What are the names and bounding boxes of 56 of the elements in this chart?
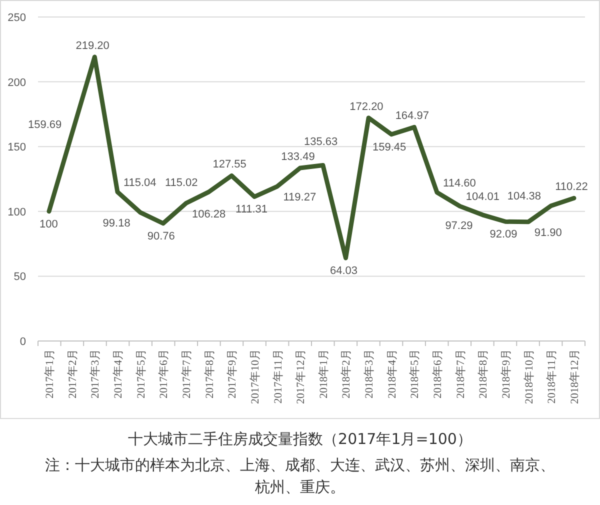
- data-label: 100: [40, 218, 58, 230]
- data-label: 115.02: [164, 176, 198, 189]
- data-label: 219.20: [76, 40, 110, 52]
- x-tick-label: 2018年7月: [454, 349, 467, 398]
- x-tick-label: 2017年4月: [112, 349, 124, 398]
- data-label: 110.22: [555, 181, 588, 194]
- data-label: 104.01: [466, 191, 500, 204]
- data-label: 104.38: [507, 190, 542, 203]
- x-tick-label: 2017年2月: [66, 349, 79, 398]
- y-tick-label: 150: [8, 142, 26, 154]
- x-tick-label: 2017年8月: [204, 349, 216, 398]
- x-tick-label: 2018年10月: [523, 349, 536, 404]
- data-label: 159.45: [372, 141, 406, 154]
- x-tick-label: 2018年4月: [386, 349, 398, 398]
- data-label: 114.60: [443, 177, 476, 190]
- x-tick-label: 2018年2月: [340, 349, 353, 398]
- x-tick-label: 2018年8月: [478, 349, 490, 398]
- data-label: 172.20: [350, 100, 384, 113]
- x-tick-label: 2018年3月: [364, 349, 376, 398]
- y-tick-label: 50: [14, 271, 26, 284]
- data-label: 90.76: [147, 230, 175, 242]
- x-tick-label: 2017年5月: [135, 349, 148, 398]
- x-tick-label: 2017年10月: [249, 349, 262, 404]
- data-label: 99.18: [102, 217, 130, 230]
- data-label: 135.63: [304, 136, 338, 148]
- data-label: 106.28: [192, 208, 226, 220]
- x-tick-label: 2017年3月: [90, 349, 102, 398]
- data-label: 164.97: [395, 110, 429, 122]
- x-tick-label: 2018年11月: [546, 349, 558, 404]
- x-tick-label: 2018年9月: [500, 349, 513, 398]
- x-tick-label: 2017年11月: [272, 349, 284, 404]
- x-tick-label: 2018年12月: [569, 349, 581, 404]
- y-tick-label: 200: [8, 76, 26, 89]
- y-tick-label: 100: [8, 206, 26, 218]
- data-label: 91.90: [534, 226, 562, 239]
- text: 十大城市二手住房成交量指数（2017年1月=100）: [128, 430, 472, 448]
- x-tick-label: 2018年5月: [409, 349, 422, 398]
- data-label: 111.31: [236, 204, 268, 216]
- data-label: 97.29: [445, 220, 473, 232]
- x-tick-label: 2018年6月: [432, 349, 444, 398]
- x-tick-label: 2017年6月: [158, 349, 170, 398]
- text: 注：十大城市的样本为北京、上海、成都、大连、武汉、苏州、深圳、南京、杭州、重庆。: [45, 456, 555, 496]
- x-tick-label: 2017年12月: [295, 349, 308, 404]
- data-label: 115.04: [123, 176, 156, 189]
- data-label: 64.03: [330, 265, 358, 278]
- x-tick-label: 2017年1月: [44, 349, 56, 398]
- x-tick-label: 2017年9月: [226, 349, 239, 398]
- data-label: 119.27: [283, 191, 316, 204]
- x-tick-label: 2017年7月: [180, 349, 193, 398]
- data-label: 133.49: [281, 150, 315, 163]
- x-tick-label: 2018年1月: [318, 349, 330, 398]
- data-label: 92.09: [490, 228, 518, 241]
- y-tick-label: 250: [8, 12, 26, 24]
- data-label: 159.69: [28, 119, 62, 132]
- data-label: 127.55: [212, 158, 246, 171]
- y-tick-label: 0: [20, 336, 26, 348]
